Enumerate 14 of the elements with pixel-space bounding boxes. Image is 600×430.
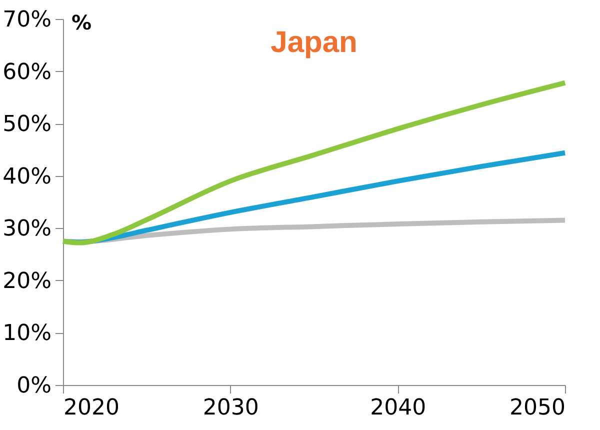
chart-title: Japan — [270, 26, 358, 59]
x-tick-label: 2040 — [370, 396, 426, 420]
y-tick-label: 70% — [2, 8, 52, 32]
x-tick-label: 2020 — [64, 396, 120, 420]
y-tick-label: 40% — [2, 164, 52, 190]
y-tick-label: 0% — [16, 374, 52, 398]
x-tick-label: 2050 — [510, 396, 566, 420]
y-tick-label: 50% — [2, 112, 52, 138]
y-tick-label: 20% — [2, 268, 52, 294]
y-tick-label: 30% — [2, 216, 52, 242]
y-tick-label: 60% — [2, 60, 52, 85]
x-tick-label: 2030 — [202, 396, 259, 420]
y-axis-title: % — [72, 10, 92, 34]
y-tick-label: 10% — [2, 321, 52, 346]
